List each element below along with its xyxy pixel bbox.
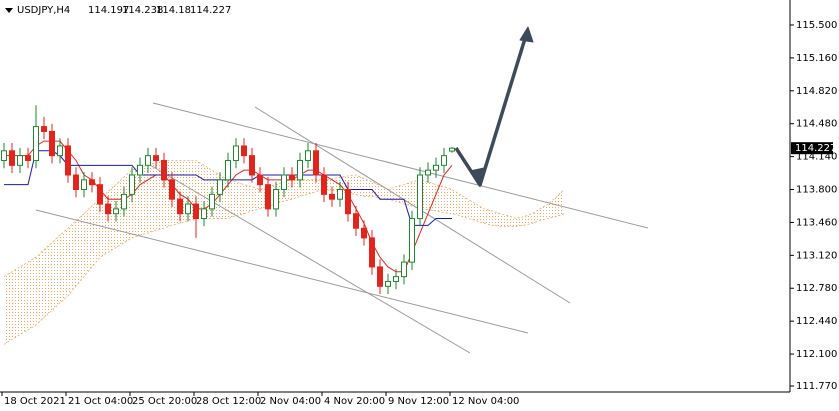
candle-body bbox=[265, 184, 271, 210]
x-tick-label: 21 Oct 04:00 bbox=[68, 396, 133, 407]
trend-line bbox=[35, 209, 529, 334]
candle-body bbox=[393, 276, 399, 282]
menu-triangle bbox=[5, 8, 13, 13]
candle-body bbox=[361, 227, 367, 239]
trend-line bbox=[254, 106, 571, 304]
y-tick-label: 114.140 bbox=[796, 152, 837, 163]
x-tick-label: 2 Nov 04:00 bbox=[260, 396, 321, 407]
x-tick-label: 25 Oct 20:00 bbox=[132, 396, 197, 407]
candle-body bbox=[65, 145, 71, 176]
candle-body bbox=[145, 155, 151, 166]
candle-body bbox=[313, 150, 319, 176]
y-tick-label: 112.780 bbox=[796, 283, 837, 294]
candle-body bbox=[409, 218, 415, 263]
y-tick-label: 114.820 bbox=[796, 86, 837, 97]
y-tick-label: 115.160 bbox=[796, 53, 837, 64]
arrow-head bbox=[519, 26, 534, 43]
candle-body bbox=[153, 155, 159, 161]
candle-body bbox=[385, 280, 391, 287]
candle-body bbox=[417, 174, 423, 220]
candle-body bbox=[321, 174, 327, 195]
candle-body bbox=[137, 164, 143, 176]
candle-body bbox=[449, 147, 455, 152]
candle-body bbox=[41, 126, 47, 132]
candle-body bbox=[49, 130, 55, 157]
candle-body bbox=[305, 150, 311, 161]
candle-body bbox=[169, 179, 175, 200]
candle-body bbox=[217, 179, 223, 195]
candle-body bbox=[105, 203, 111, 215]
candle-body bbox=[97, 184, 103, 205]
price-label: 114.227 bbox=[795, 143, 836, 154]
chart-title: USDJPY,H4 bbox=[17, 5, 70, 16]
candle-body bbox=[9, 150, 15, 166]
candle-body bbox=[273, 189, 279, 210]
y-tick-label: 111.770 bbox=[796, 381, 837, 392]
candle-body bbox=[185, 203, 191, 215]
candle-body bbox=[345, 189, 351, 215]
cloud-span-b bbox=[3, 189, 565, 345]
candle-body bbox=[249, 155, 255, 176]
forecast-path bbox=[454, 31, 529, 187]
candle-body bbox=[401, 261, 407, 278]
candle-body bbox=[193, 203, 199, 220]
y-tick-label: 113.800 bbox=[796, 185, 837, 196]
candle-body bbox=[209, 193, 215, 210]
candle-body bbox=[297, 159, 303, 181]
candle-body bbox=[25, 155, 31, 161]
candle-body bbox=[73, 174, 79, 191]
candle-body bbox=[201, 208, 207, 220]
arrow-head bbox=[469, 167, 485, 186]
candle-body bbox=[1, 150, 7, 161]
candle-body bbox=[17, 155, 23, 166]
y-tick-label: 113.460 bbox=[796, 217, 837, 228]
y-tick-label: 113.120 bbox=[796, 250, 837, 261]
candle-body bbox=[161, 159, 167, 181]
candle-body bbox=[241, 145, 247, 157]
candle-body bbox=[177, 198, 183, 215]
candle-body bbox=[257, 174, 263, 186]
candle-body bbox=[113, 208, 119, 215]
trend-line bbox=[152, 102, 649, 229]
x-tick-label: 4 Nov 20:00 bbox=[324, 396, 385, 407]
last-low: 114.18 bbox=[156, 5, 191, 16]
ichimoku-cloud bbox=[4, 160, 564, 345]
y-tick-label: 115.500 bbox=[796, 20, 837, 31]
y-tick-label: 112.100 bbox=[796, 349, 837, 360]
last-close: 114.227 bbox=[190, 5, 231, 16]
trend-line bbox=[149, 164, 471, 354]
price-label-bg bbox=[791, 142, 833, 155]
last-open: 114.197 bbox=[88, 5, 129, 16]
candle-body bbox=[121, 193, 127, 210]
forecast-arrows bbox=[454, 26, 534, 187]
candle-body bbox=[81, 179, 87, 191]
candle-body bbox=[353, 213, 359, 229]
trend-lines bbox=[35, 102, 649, 354]
x-tick-label: 18 Oct 2021 bbox=[4, 396, 66, 407]
candle-body bbox=[57, 145, 63, 157]
candle-body bbox=[289, 174, 295, 181]
candle-body bbox=[89, 179, 95, 186]
candle-body bbox=[369, 237, 375, 268]
last-high: 114.238 bbox=[122, 5, 163, 16]
candle-body bbox=[433, 164, 439, 171]
candle-body bbox=[233, 145, 239, 161]
x-tick-label: 9 Nov 12:00 bbox=[388, 396, 449, 407]
candle-body bbox=[329, 193, 335, 200]
candle-body bbox=[33, 126, 39, 161]
candle-body bbox=[129, 174, 135, 195]
candle-body bbox=[377, 266, 383, 287]
candle-body bbox=[441, 155, 447, 166]
candle-body bbox=[225, 159, 231, 181]
x-tick-label: 28 Oct 12:00 bbox=[196, 396, 261, 407]
candle-body bbox=[281, 174, 287, 191]
y-tick-label: 114.480 bbox=[796, 119, 837, 130]
candle-body bbox=[337, 189, 343, 200]
candle-body bbox=[425, 169, 431, 176]
x-tick-label: 12 Nov 04:00 bbox=[452, 396, 519, 407]
y-tick-label: 112.440 bbox=[796, 316, 837, 327]
